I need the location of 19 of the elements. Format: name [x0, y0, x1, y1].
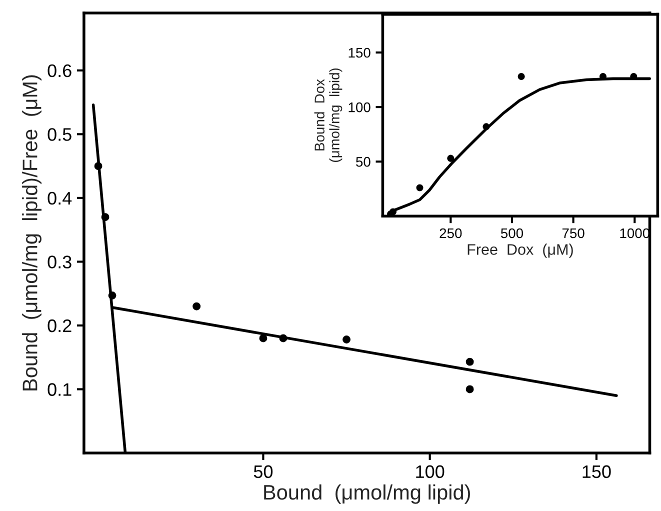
y-tick-label: 50 [356, 156, 370, 167]
x-tick-label: 150 [582, 465, 611, 478]
x-tick-label: 500 [500, 228, 524, 238]
x-tick-label: 250 [440, 228, 462, 238]
y-tick-label: 0.4 [48, 192, 72, 205]
x-axis-title: Bound (μmol/mg lipid) [264, 484, 470, 504]
y-tick-label: 0.3 [48, 256, 72, 268]
y-axis-title: Bound (μmol/mg lipid)/Free (μM) [22, 75, 42, 390]
y-tick-label: 0.1 [48, 383, 72, 396]
y-tick-label: 0.2 [48, 319, 72, 332]
x-tick-label: 50 [254, 465, 273, 478]
y-axis-title: Bound Dox (μmol/mg lipid) [314, 68, 342, 162]
y-tick-label: 0.6 [48, 64, 72, 78]
y-tick-label: 150 [348, 48, 370, 58]
x-tick-label: 100 [416, 465, 444, 478]
y-tick-label: 100 [348, 102, 370, 112]
x-tick-label: 750 [562, 228, 584, 238]
x-axis-title: Free Dox (μM) [468, 244, 573, 258]
y-tick-label: 0.5 [48, 128, 72, 141]
